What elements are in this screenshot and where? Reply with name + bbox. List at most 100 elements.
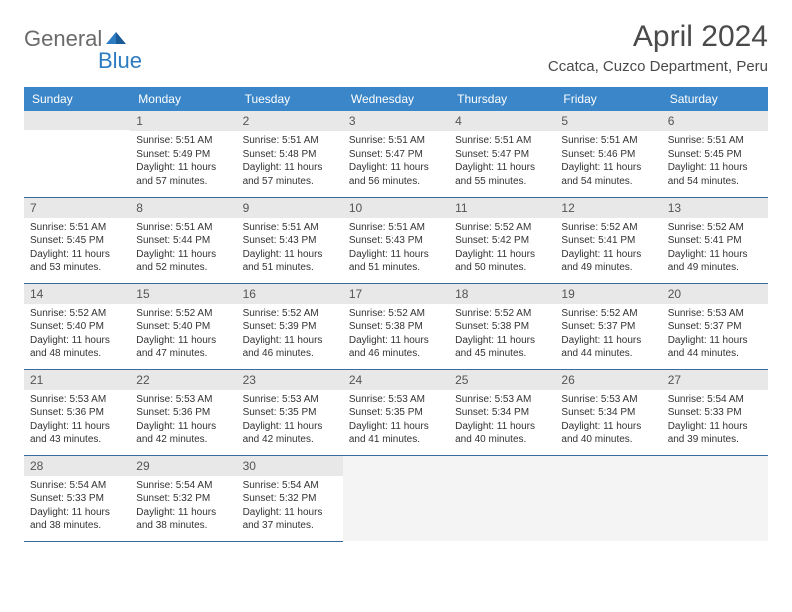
calendar-cell: 12Sunrise: 5:52 AMSunset: 5:41 PMDayligh… — [555, 197, 661, 283]
day-body: Sunrise: 5:51 AMSunset: 5:46 PMDaylight:… — [555, 131, 661, 194]
sunset-line: Sunset: 5:40 PM — [30, 320, 124, 334]
day-number: 6 — [662, 111, 768, 131]
daylight-line: Daylight: 11 hours and 46 minutes. — [349, 334, 443, 361]
sunset-line: Sunset: 5:33 PM — [30, 492, 124, 506]
sunrise-line: Sunrise: 5:51 AM — [349, 221, 443, 235]
calendar-cell: 2Sunrise: 5:51 AMSunset: 5:48 PMDaylight… — [237, 111, 343, 197]
logo-text-blue: Blue — [98, 48, 142, 73]
sunrise-line: Sunrise: 5:51 AM — [30, 221, 124, 235]
day-body: Sunrise: 5:52 AMSunset: 5:42 PMDaylight:… — [449, 218, 555, 281]
day-body: Sunrise: 5:51 AMSunset: 5:49 PMDaylight:… — [130, 131, 236, 194]
calendar-cell: 24Sunrise: 5:53 AMSunset: 5:35 PMDayligh… — [343, 369, 449, 455]
sunset-line: Sunset: 5:40 PM — [136, 320, 230, 334]
calendar-cell: 15Sunrise: 5:52 AMSunset: 5:40 PMDayligh… — [130, 283, 236, 369]
daylight-line: Daylight: 11 hours and 44 minutes. — [561, 334, 655, 361]
daylight-line: Daylight: 11 hours and 39 minutes. — [668, 420, 762, 447]
calendar-cell: 21 Sunrise: 5:53 AMSunset: 5:36 PMDayligh… — [24, 369, 130, 455]
calendar-cell — [24, 111, 130, 197]
calendar-row: 1Sunrise: 5:51 AMSunset: 5:49 PMDaylight… — [24, 111, 768, 197]
sunset-line: Sunset: 5:34 PM — [561, 406, 655, 420]
calendar-cell: 14Sunrise: 5:52 AMSunset: 5:40 PMDayligh… — [24, 283, 130, 369]
daylight-line: Daylight: 11 hours and 40 minutes. — [455, 420, 549, 447]
day-number: 10 — [343, 198, 449, 218]
day-number: 20 — [662, 284, 768, 304]
daylight-line: Daylight: 11 hours and 40 minutes. — [561, 420, 655, 447]
sunset-line: Sunset: 5:37 PM — [561, 320, 655, 334]
day-body: Sunrise: 5:51 AMSunset: 5:43 PMDaylight:… — [237, 218, 343, 281]
day-body: Sunrise: 5:54 AMSunset: 5:33 PMDaylight:… — [662, 390, 768, 453]
sunset-line: Sunset: 5:49 PM — [136, 148, 230, 162]
day-body: Sunrise: 5:53 AMSunset: 5:37 PMDaylight:… — [662, 304, 768, 367]
weekday-header: Monday — [130, 87, 236, 111]
calendar-cell: 8Sunrise: 5:51 AMSunset: 5:44 PMDaylight… — [130, 197, 236, 283]
sunset-line: Sunset: 5:43 PM — [349, 234, 443, 248]
daylight-line: Daylight: 11 hours and 43 minutes. — [30, 420, 124, 447]
day-body: Sunrise: 5:52 AMSunset: 5:39 PMDaylight:… — [237, 304, 343, 367]
calendar-cell: 26Sunrise: 5:53 AMSunset: 5:34 PMDayligh… — [555, 369, 661, 455]
sunset-line: Sunset: 5:33 PM — [668, 406, 762, 420]
sunrise-line: Sunrise: 5:52 AM — [30, 307, 124, 321]
sunset-line: Sunset: 5:41 PM — [668, 234, 762, 248]
sunset-line: Sunset: 5:32 PM — [136, 492, 230, 506]
day-body: Sunrise: 5:51 AMSunset: 5:47 PMDaylight:… — [343, 131, 449, 194]
daylight-line: Daylight: 11 hours and 44 minutes. — [668, 334, 762, 361]
day-body: Sunrise: 5:51 AMSunset: 5:45 PMDaylight:… — [662, 131, 768, 194]
calendar-cell: 9Sunrise: 5:51 AMSunset: 5:43 PMDaylight… — [237, 197, 343, 283]
daylight-line: Daylight: 11 hours and 49 minutes. — [668, 248, 762, 275]
day-body: Sunrise: 5:52 AMSunset: 5:37 PMDaylight:… — [555, 304, 661, 367]
sunset-line: Sunset: 5:37 PM — [668, 320, 762, 334]
day-number: 29 — [130, 456, 236, 476]
weekday-header: Sunday — [24, 87, 130, 111]
daylight-line: Daylight: 11 hours and 38 minutes. — [136, 506, 230, 533]
sunset-line: Sunset: 5:36 PM — [30, 406, 124, 420]
sunset-line: Sunset: 5:45 PM — [668, 148, 762, 162]
sunrise-line: Sunrise: 5:53 AM — [30, 393, 124, 407]
day-body: Sunrise: 5:53 AMSunset: 5:34 PMDaylight:… — [555, 390, 661, 453]
day-body: Sunrise: 5:52 AMSunset: 5:40 PMDaylight:… — [24, 304, 130, 367]
location: Ccatca, Cuzco Department, Peru — [548, 58, 768, 75]
calendar-cell: 11Sunrise: 5:52 AMSunset: 5:42 PMDayligh… — [449, 197, 555, 283]
daylight-line: Daylight: 11 hours and 54 minutes. — [561, 161, 655, 188]
sunrise-line: Sunrise: 5:51 AM — [455, 134, 549, 148]
sunrise-line: Sunrise: 5:52 AM — [243, 307, 337, 321]
calendar-row: 7Sunrise: 5:51 AMSunset: 5:45 PMDaylight… — [24, 197, 768, 283]
calendar-cell: 3Sunrise: 5:51 AMSunset: 5:47 PMDaylight… — [343, 111, 449, 197]
sunset-line: Sunset: 5:47 PM — [455, 148, 549, 162]
sunset-line: Sunset: 5:32 PM — [243, 492, 337, 506]
sunrise-line: Sunrise: 5:53 AM — [243, 393, 337, 407]
daylight-line: Daylight: 11 hours and 41 minutes. — [349, 420, 443, 447]
day-body: Sunrise: 5:51 AMSunset: 5:48 PMDaylight:… — [237, 131, 343, 194]
daylight-line: Daylight: 11 hours and 51 minutes. — [349, 248, 443, 275]
calendar-cell: 30Sunrise: 5:54 AMSunset: 5:32 PMDayligh… — [237, 455, 343, 541]
daylight-line: Daylight: 11 hours and 49 minutes. — [561, 248, 655, 275]
day-body: Sunrise: 5:51 AMSunset: 5:47 PMDaylight:… — [449, 131, 555, 194]
sunset-line: Sunset: 5:36 PM — [136, 406, 230, 420]
day-number: 7 — [24, 198, 130, 218]
day-number: 21 — [24, 370, 130, 390]
day-number: 17 — [343, 284, 449, 304]
sunset-line: Sunset: 5:46 PM — [561, 148, 655, 162]
calendar-cell — [343, 455, 449, 541]
month-title: April 2024 — [548, 20, 768, 54]
sunset-line: Sunset: 5:38 PM — [349, 320, 443, 334]
calendar-row: 28Sunrise: 5:54 AMSunset: 5:33 PMDayligh… — [24, 455, 768, 541]
calendar-cell: 29Sunrise: 5:54 AMSunset: 5:32 PMDayligh… — [130, 455, 236, 541]
daylight-line: Daylight: 11 hours and 42 minutes. — [136, 420, 230, 447]
sunset-line: Sunset: 5:45 PM — [30, 234, 124, 248]
sunset-line: Sunset: 5:38 PM — [455, 320, 549, 334]
sunset-line: Sunset: 5:34 PM — [455, 406, 549, 420]
sunrise-line: Sunrise: 5:51 AM — [243, 134, 337, 148]
calendar-cell: 22Sunrise: 5:53 AMSunset: 5:36 PMDayligh… — [130, 369, 236, 455]
daylight-line: Daylight: 11 hours and 42 minutes. — [243, 420, 337, 447]
day-body: Sunrise: 5:54 AMSunset: 5:33 PMDaylight:… — [24, 476, 130, 539]
day-number: 24 — [343, 370, 449, 390]
calendar-cell: 18Sunrise: 5:52 AMSunset: 5:38 PMDayligh… — [449, 283, 555, 369]
weekday-header: Friday — [555, 87, 661, 111]
calendar-cell: 5Sunrise: 5:51 AMSunset: 5:46 PMDaylight… — [555, 111, 661, 197]
day-number: 18 — [449, 284, 555, 304]
calendar-cell: 16Sunrise: 5:52 AMSunset: 5:39 PMDayligh… — [237, 283, 343, 369]
weekday-header: Saturday — [662, 87, 768, 111]
sunrise-line: Sunrise: 5:54 AM — [30, 479, 124, 493]
day-body: Sunrise: 5:52 AMSunset: 5:40 PMDaylight:… — [130, 304, 236, 367]
sunset-line: Sunset: 5:48 PM — [243, 148, 337, 162]
